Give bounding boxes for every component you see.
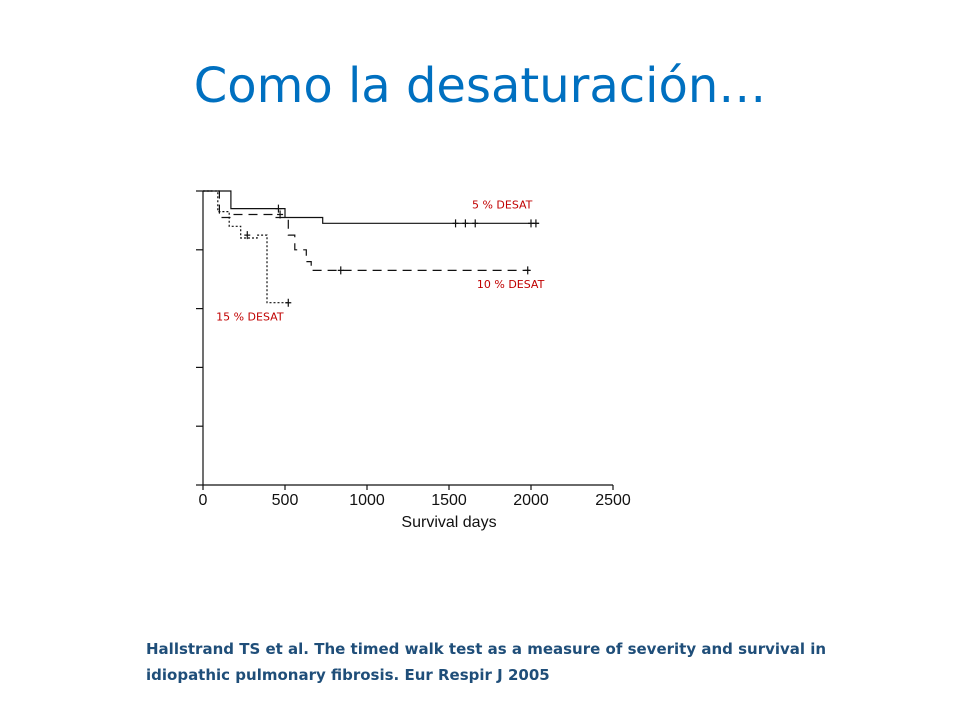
series-annotation: 15 % DESAT xyxy=(216,310,284,323)
censor-mark xyxy=(472,219,479,228)
x-tick-label: 1500 xyxy=(431,492,467,509)
x-tick-label: 0 xyxy=(199,492,208,509)
x-tick-label: 1000 xyxy=(349,492,385,509)
censor-mark xyxy=(524,266,531,275)
citation: Hallstrand TS et al. The timed walk test… xyxy=(146,640,827,684)
series-line xyxy=(203,190,289,304)
censor-mark xyxy=(452,219,459,228)
series-annotation: 5 % DESAT xyxy=(472,199,533,212)
x-tick-label: 500 xyxy=(272,492,299,509)
series-2 xyxy=(203,190,531,275)
x-tick-label: 2500 xyxy=(595,492,631,509)
censor-mark xyxy=(337,266,344,275)
x-axis-label: Survival days xyxy=(401,514,496,531)
series-line xyxy=(203,190,530,271)
series-line xyxy=(203,190,540,224)
chart-series xyxy=(203,190,540,307)
censor-mark xyxy=(277,210,284,219)
chart-annotations: 5 % DESAT 10 % DESAT 15 % DESAT xyxy=(216,199,544,324)
censor-mark xyxy=(275,204,282,213)
censor-mark xyxy=(285,298,292,307)
chart-axes: 0 500 1000 1500 2000 2500 xyxy=(196,190,631,509)
series-annotation: 10 % DESAT xyxy=(477,278,545,291)
slide-title: Como la desaturación… xyxy=(193,58,767,114)
censor-mark xyxy=(532,219,539,228)
x-tick-label: 2000 xyxy=(513,492,549,509)
series-1 xyxy=(203,190,540,228)
censor-mark xyxy=(462,219,469,228)
series-3 xyxy=(203,190,292,307)
censor-mark xyxy=(244,231,251,240)
